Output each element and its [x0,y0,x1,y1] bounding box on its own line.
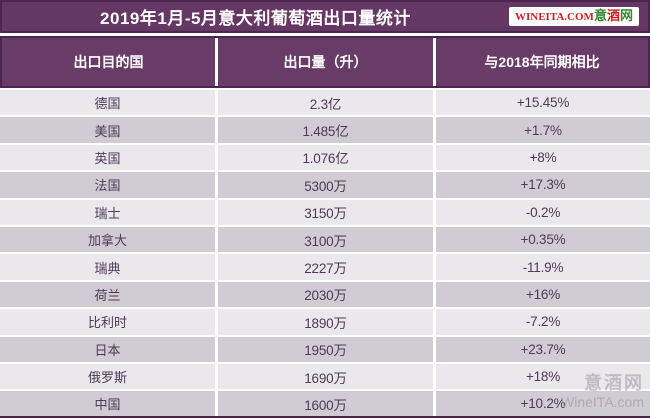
cell-change: +15.45% [436,90,650,116]
cell-change: +10.2% [436,391,650,417]
cell-change: +17.3% [436,172,650,198]
cell-country: 俄罗斯 [0,363,215,390]
cell-change: -0.2% [436,199,650,225]
header-export-volume: 出口量（升） [218,38,433,86]
header-destination-country: 出口目的国 [2,38,215,86]
cell-country: 日本 [0,336,215,362]
title-bar: 2019年1月-5月意大利葡萄酒出口量统计 WINEITA.COM 意 酒 网 [0,0,650,33]
wineita-logo-cn1: 意 [593,8,607,23]
cell-country: 德国 [0,90,215,116]
table-bottom-border [0,416,650,418]
cell-country: 瑞士 [0,199,215,225]
cell-country: 法国 [0,172,215,198]
cell-volume: 1890万 [218,309,433,335]
header-yoy-change: 与2018年同期相比 [436,38,648,86]
cell-volume: 1.485亿 [218,117,433,143]
table-header-row: 出口目的国 出口量（升） 与2018年同期相比 [0,36,650,88]
cell-volume: 3100万 [218,226,433,253]
cell-country: 美国 [0,117,215,143]
cell-volume: 2030万 [218,281,433,308]
wineita-logo-cn2: 酒 [606,8,620,23]
cell-change: +1.7% [436,117,650,143]
cell-volume: 1.076亿 [218,144,433,171]
cell-volume: 1600万 [218,391,433,417]
cell-volume: 1690万 [218,363,433,390]
cell-change: -11.9% [436,254,650,280]
cell-volume: 1950万 [218,336,433,362]
cell-volume: 2.3亿 [218,90,433,116]
cell-country: 加拿大 [0,226,215,253]
cell-change: +23.7% [436,336,650,362]
cell-change: +16% [436,281,650,308]
wineita-logo-badge: WINEITA.COM 意 酒 网 [509,7,639,26]
cell-country: 比利时 [0,309,215,335]
cell-change: +18% [436,363,650,390]
cell-change: +8% [436,144,650,171]
wineita-logo-latin: WINEITA.COM [515,11,594,23]
cell-volume: 5300万 [218,172,433,198]
table-body: 德国 2.3亿 +15.45% 美国 1.485亿 +1.7% 英国 1.076… [0,90,650,417]
cell-volume: 2227万 [218,254,433,280]
cell-country: 瑞典 [0,254,215,280]
cell-volume: 3150万 [218,199,433,225]
cell-country: 荷兰 [0,281,215,308]
cell-country: 英国 [0,144,215,171]
page-title: 2019年1月-5月意大利葡萄酒出口量统计 [100,9,411,28]
cell-change: +0.35% [436,226,650,253]
cell-country: 中国 [0,391,215,417]
cell-change: -7.2% [436,309,650,335]
wineita-logo-cn3: 网 [619,8,633,23]
